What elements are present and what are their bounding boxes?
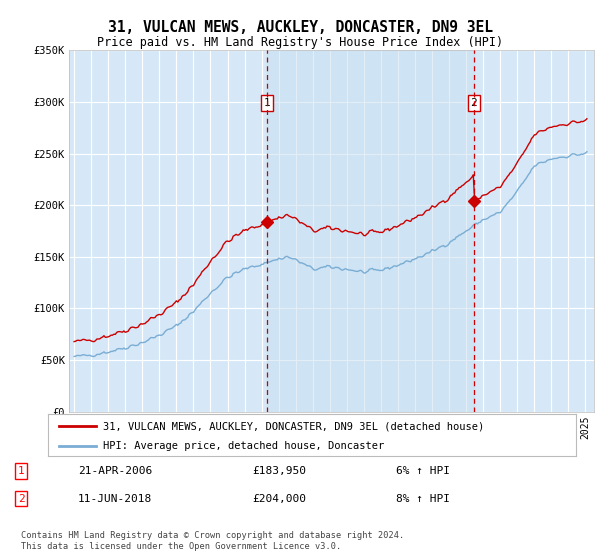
Text: 6% ↑ HPI: 6% ↑ HPI	[396, 466, 450, 476]
Text: 2: 2	[470, 98, 477, 108]
Text: 8% ↑ HPI: 8% ↑ HPI	[396, 493, 450, 503]
Text: HPI: Average price, detached house, Doncaster: HPI: Average price, detached house, Donc…	[103, 441, 385, 451]
Text: 2: 2	[17, 493, 25, 503]
Bar	[267, 50, 474, 412]
Text: Price paid vs. HM Land Registry's House Price Index (HPI): Price paid vs. HM Land Registry's House …	[97, 36, 503, 49]
Text: 1: 1	[17, 466, 25, 476]
Text: Contains HM Land Registry data © Crown copyright and database right 2024.
This d: Contains HM Land Registry data © Crown c…	[21, 531, 404, 550]
Text: 21-APR-2006: 21-APR-2006	[78, 466, 152, 476]
Text: 31, VULCAN MEWS, AUCKLEY, DONCASTER, DN9 3EL: 31, VULCAN MEWS, AUCKLEY, DONCASTER, DN9…	[107, 20, 493, 35]
Text: £204,000: £204,000	[252, 493, 306, 503]
Text: £183,950: £183,950	[252, 466, 306, 476]
Text: 31, VULCAN MEWS, AUCKLEY, DONCASTER, DN9 3EL (detached house): 31, VULCAN MEWS, AUCKLEY, DONCASTER, DN9…	[103, 421, 485, 431]
Text: 11-JUN-2018: 11-JUN-2018	[78, 493, 152, 503]
Text: 1: 1	[263, 98, 270, 108]
